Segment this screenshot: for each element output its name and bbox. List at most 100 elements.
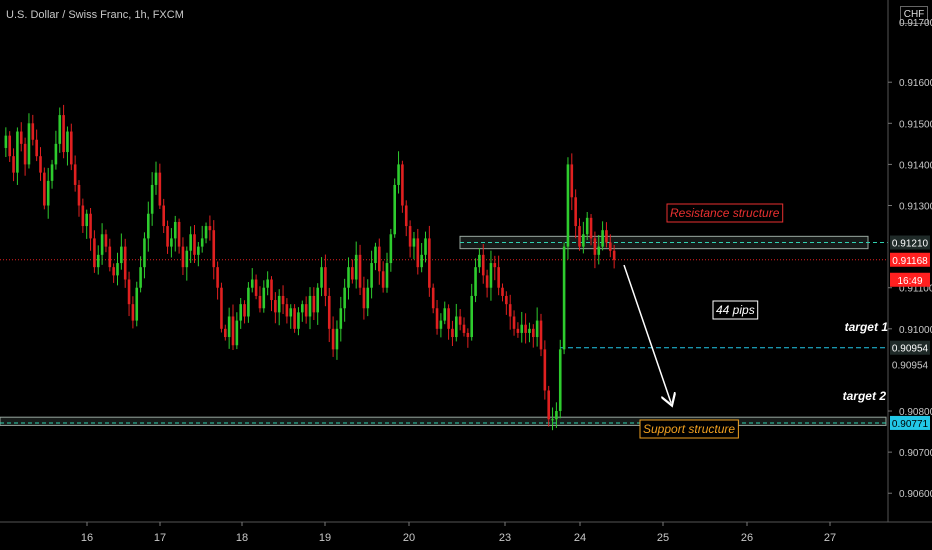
candle-body	[239, 304, 242, 321]
candle-body	[27, 123, 31, 165]
candle-body	[301, 304, 304, 313]
candle-body	[189, 234, 192, 251]
candle-body	[243, 304, 246, 317]
candle-body	[235, 320, 239, 346]
candle-body	[185, 250, 189, 268]
candle-body	[312, 295, 316, 313]
candle-body	[343, 287, 346, 309]
candle-body	[154, 172, 158, 185]
target2-label: target 2	[843, 389, 887, 403]
candle-body	[551, 419, 554, 421]
candle-body	[612, 250, 616, 260]
candle-body	[150, 184, 154, 214]
candle-body	[435, 308, 439, 329]
candle-body	[381, 271, 385, 288]
candle-body	[466, 332, 470, 338]
candle-body	[281, 295, 285, 305]
candle-body	[81, 205, 85, 227]
candle-body	[605, 230, 608, 243]
candle-body	[39, 156, 42, 173]
price-tick-label-top: 0.91700	[899, 18, 932, 29]
resistance-price-tag: 0.91210	[892, 239, 929, 250]
currency-button[interactable]: CHF	[900, 6, 928, 24]
candle-body	[8, 135, 11, 157]
candle-body	[131, 304, 135, 321]
candle-body	[431, 287, 435, 309]
candle-body	[447, 308, 450, 329]
candle-body	[50, 164, 54, 181]
candle-body	[516, 328, 520, 333]
candle-body	[258, 295, 262, 309]
candle-body	[424, 238, 427, 255]
candle-body	[35, 139, 38, 157]
candle-body	[96, 254, 100, 268]
candle-body	[162, 205, 165, 227]
candle-body	[597, 246, 601, 255]
candle-body	[420, 254, 423, 268]
candle-body	[558, 349, 562, 412]
candle-body	[354, 254, 358, 280]
price-tick-label: 0.91300	[899, 202, 932, 213]
projection-arrow	[623, 264, 671, 403]
price-tick-label: 0.91500	[899, 119, 932, 130]
candle-body	[231, 316, 235, 346]
time-tick-label: 26	[741, 532, 753, 544]
candle-body	[601, 230, 604, 247]
candle-body	[85, 213, 88, 227]
candle-body	[412, 238, 416, 247]
current-price-tag: 0.91168	[892, 256, 928, 267]
candle-body	[193, 234, 196, 255]
candle-body	[489, 263, 493, 288]
candle-body	[574, 197, 577, 227]
candle-body	[216, 267, 219, 288]
support-label-box	[639, 419, 739, 439]
candle-body	[166, 226, 169, 247]
candle-body	[474, 267, 477, 296]
candle-body	[116, 263, 119, 276]
candle-body	[582, 234, 585, 247]
candle-body	[532, 328, 535, 338]
price-tick-label: 0.90600	[899, 489, 932, 500]
candle-body	[493, 263, 497, 268]
candle-body	[46, 180, 50, 206]
candle-body	[77, 184, 81, 206]
time-tick-label: 19	[319, 532, 331, 544]
candle-body	[304, 304, 308, 317]
candle-body	[250, 279, 254, 288]
candle-body	[4, 135, 8, 148]
candle-body	[547, 390, 550, 420]
candle-body	[335, 328, 339, 350]
candle-body	[127, 279, 131, 305]
candle-body	[555, 411, 558, 420]
candle-body	[266, 279, 269, 288]
candle-body	[104, 234, 108, 247]
time-tick-label: 20	[403, 532, 415, 544]
candle-body	[31, 123, 35, 140]
candle-body	[485, 275, 489, 288]
candle-body	[570, 164, 574, 198]
candle-body	[62, 115, 65, 153]
candle-body	[535, 320, 539, 338]
candle-body	[54, 143, 58, 165]
candle-body	[439, 320, 443, 329]
candle-body	[393, 184, 396, 235]
candle-body	[539, 320, 543, 350]
candle-body	[543, 349, 547, 391]
candle-body	[358, 254, 362, 288]
candle-body	[497, 267, 500, 288]
candle-body	[200, 238, 204, 247]
candle-body	[428, 238, 431, 288]
time-tick-label: 18	[236, 532, 248, 544]
candle-body	[478, 254, 481, 268]
candle-body	[247, 287, 250, 317]
candle-body	[366, 287, 370, 309]
candle-body	[289, 308, 293, 317]
candle-body	[404, 205, 408, 227]
candle-body	[158, 172, 162, 206]
candle-body	[274, 300, 277, 313]
time-tick-label: 27	[824, 532, 836, 544]
candle-body	[12, 156, 15, 173]
candle-body	[339, 308, 343, 329]
candle-body	[208, 226, 212, 231]
